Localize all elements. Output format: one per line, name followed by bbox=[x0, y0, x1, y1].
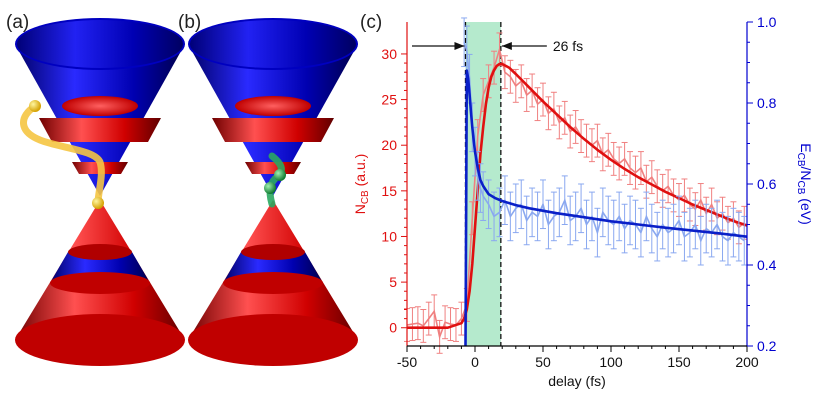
y-right-tick-label: 1.0 bbox=[757, 14, 777, 30]
y-right-axis-label: ECB/NCB (eV) bbox=[795, 143, 814, 225]
lower-cone-base bbox=[15, 314, 185, 366]
panel-a: (a) bbox=[6, 12, 185, 366]
x-axis-label: delay (fs) bbox=[548, 373, 606, 389]
y-left-axis-label: NCB (a.u.) bbox=[352, 154, 371, 215]
dirac-cone-a bbox=[15, 18, 185, 366]
upper-cone-inside bbox=[17, 20, 183, 68]
upper-cone-red-band-2 bbox=[245, 162, 301, 174]
fit-curve-1 bbox=[407, 62, 748, 330]
x-tick-label: 150 bbox=[667, 354, 691, 370]
x-tick-label: 100 bbox=[599, 354, 623, 370]
upper-cone-inner-red bbox=[62, 96, 138, 116]
electron-ball-upper bbox=[274, 169, 286, 181]
y-left-tick-label: 25 bbox=[381, 92, 397, 108]
electron-ball-lower bbox=[264, 182, 276, 194]
data-series-2 bbox=[463, 42, 745, 243]
lower-cone-blue-band-bottom bbox=[223, 272, 323, 294]
y-right-tick-label: 0.4 bbox=[757, 257, 777, 273]
y-right-tick-label: 0.2 bbox=[757, 338, 777, 354]
panel-a-label: (a) bbox=[6, 12, 29, 33]
upper-cone-red-band bbox=[212, 118, 334, 142]
lower-cone-base bbox=[188, 314, 358, 366]
y-left-tick-label: 0 bbox=[389, 320, 397, 336]
upper-cone-inside bbox=[190, 20, 356, 68]
y-left-tick-label: 30 bbox=[381, 46, 397, 62]
x-tick-label: 200 bbox=[735, 354, 759, 370]
electron-ball-upper bbox=[29, 100, 41, 112]
upper-cone-inner-red bbox=[235, 96, 311, 116]
y-right-tick-label: 0.6 bbox=[757, 176, 777, 192]
x-tick-label: 0 bbox=[471, 354, 479, 370]
y-right-tick-label: 0.8 bbox=[757, 95, 777, 111]
fit-curve-3 bbox=[464, 69, 748, 347]
y-left-tick-label: 10 bbox=[381, 228, 397, 244]
annotation-arrowhead-left bbox=[454, 42, 465, 50]
panel-c: (c) -50 0 50 100 150 200 delay (fs) 0 5 10 15 20 25 3… bbox=[352, 12, 814, 389]
y-left-tick-label: 5 bbox=[389, 274, 397, 290]
panel-c-label: (c) bbox=[360, 12, 382, 33]
electron-path bbox=[20, 102, 105, 207]
lower-cone-blue-band-top bbox=[68, 244, 132, 260]
chart: -50 0 50 100 150 200 delay (fs) 0 5 10 15 20 25 30 NCB… bbox=[352, 14, 814, 389]
panel-b-label: (b) bbox=[178, 12, 201, 33]
y-left-tick-label: 20 bbox=[381, 137, 397, 153]
y-left-tick-label: 15 bbox=[381, 183, 397, 199]
dirac-cone-b bbox=[188, 18, 358, 366]
electron-ball-lower bbox=[92, 197, 104, 209]
panel-b: (b) bbox=[178, 12, 358, 366]
annotation-arrowhead-right bbox=[501, 42, 512, 50]
upper-cone-red-band bbox=[39, 118, 161, 142]
x-tick-label: -50 bbox=[397, 354, 417, 370]
annotation-label: 26 fs bbox=[553, 38, 583, 54]
lower-cone-blue-band-bottom bbox=[50, 272, 150, 294]
lower-cone-blue-band-top bbox=[241, 244, 305, 260]
x-tick-label: 50 bbox=[535, 354, 551, 370]
